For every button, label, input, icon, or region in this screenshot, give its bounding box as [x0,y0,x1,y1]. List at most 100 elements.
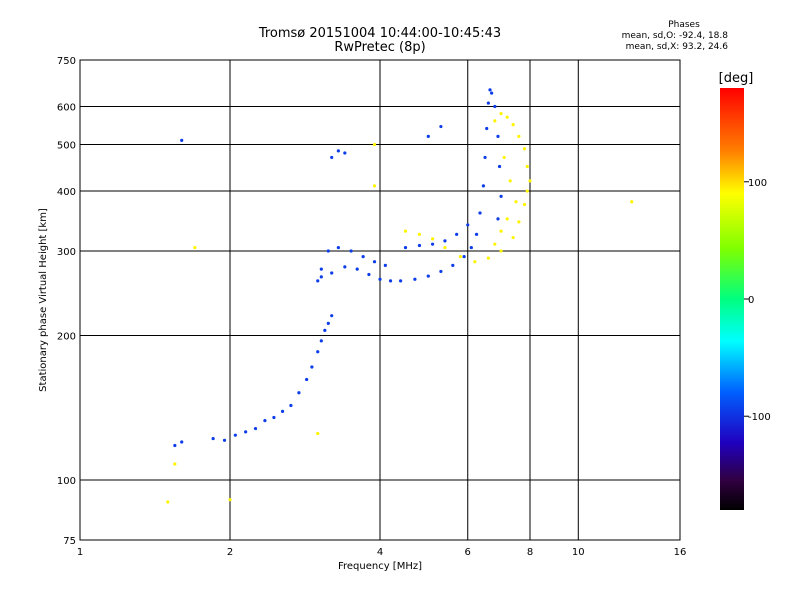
data-point [505,115,509,119]
data-point [522,147,527,151]
data-point [403,245,408,250]
phase-stats-x: mean, sd,X: 93.2, 24.6 [625,42,728,52]
data-point [336,149,340,153]
data-point [173,443,177,448]
colorbar-ticks: 100 0 -100 [744,178,771,423]
data-point [522,202,527,207]
data-point [316,431,320,436]
data-point [211,436,215,441]
data-point [233,433,237,437]
data-point [280,409,285,413]
data-point [499,249,503,253]
data-point [417,243,422,248]
data-point [378,277,382,281]
colorbar-tick-label: 0 [748,295,754,306]
data-point [253,426,258,431]
x-tick-label: 1 [77,547,83,558]
data-point [517,220,521,224]
data-point [388,279,393,283]
data-point [499,229,503,233]
data-point [173,462,177,466]
data-point [511,123,515,127]
y-tick-label: 500 [57,141,76,152]
data-point [193,245,197,250]
data-point [630,200,634,204]
data-point [336,245,340,250]
data-point [493,104,497,109]
data-point [493,119,497,123]
colorbar-tick-label: 100 [748,178,767,189]
data-point [316,279,320,283]
data-point [485,126,489,131]
data-point [372,260,377,264]
data-point [399,279,403,283]
data-point [511,235,515,240]
data-point [430,237,435,241]
x-tick-labels: 1 2 4 6 8 10 16 [77,547,687,558]
data-point [343,151,347,155]
data-point [367,272,371,277]
data-point [319,275,323,279]
y-axis-label: Stationary phase Virtual Height [km] [38,208,49,392]
chart-title: Tromsø 20151004 10:44:00-10:45:43 [258,26,502,41]
data-point [481,184,485,188]
data-point [180,440,184,444]
data-point [469,245,473,250]
data-point [326,321,330,325]
data-point [462,255,466,259]
data-point [439,124,443,129]
data-point [319,267,323,271]
data-point [263,418,267,423]
data-point [443,245,447,250]
data-point [496,217,500,221]
data-point [517,134,521,138]
data-point [514,200,518,204]
data-point [166,500,170,504]
data-point [497,164,502,169]
data-point [525,189,529,193]
data-point [426,134,430,138]
y-tick-label: 75 [63,536,76,547]
plot-frame [79,59,681,541]
data-point [330,155,334,160]
x-tick-label: 10 [572,547,585,558]
data-point [490,91,494,95]
data-point [222,438,227,442]
data-point [528,179,532,183]
colorbar [720,88,744,510]
x-tick-label: 2 [227,547,233,558]
y-tick-label: 600 [57,103,76,114]
data-point [355,267,359,271]
data-point [473,260,477,264]
data-point [493,242,497,246]
y-tick-label: 400 [57,187,76,198]
data-point [316,350,320,354]
data-point [372,142,377,147]
data-point [451,263,455,267]
x-tick-label: 8 [527,547,533,558]
data-point [499,194,503,198]
x-tick-label: 6 [465,547,471,558]
colorbar-label: [deg] [719,71,754,86]
data-point [505,217,509,221]
data-point [244,430,248,434]
data-point [305,377,309,382]
data-point [180,138,184,142]
data-point [508,179,512,183]
x-tick-label: 4 [377,547,383,558]
data-point [502,155,506,160]
data-point [455,232,459,236]
data-point [443,239,447,243]
data-point [486,101,490,105]
data-point [361,255,365,259]
y-tick-label: 200 [57,332,76,343]
data-point [343,265,347,269]
x-tick-label: 16 [674,547,687,558]
colorbar-tick-label: -100 [748,412,771,423]
data-point [483,155,487,160]
data-point [403,229,408,233]
data-point [319,339,323,343]
data-point [310,365,314,369]
data-point [289,403,293,408]
